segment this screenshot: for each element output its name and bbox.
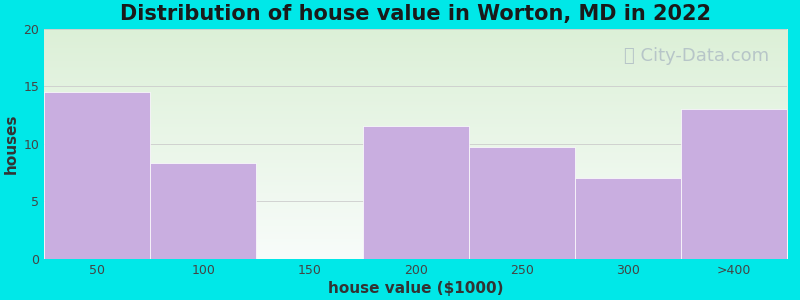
Text: ⓘ City-Data.com: ⓘ City-Data.com (624, 47, 769, 65)
Bar (44, 92, 150, 259)
Bar (575, 178, 681, 259)
Bar (469, 147, 575, 259)
Y-axis label: houses: houses (4, 113, 19, 174)
Bar (150, 163, 256, 259)
Bar (681, 109, 787, 259)
Title: Distribution of house value in Worton, MD in 2022: Distribution of house value in Worton, M… (120, 4, 711, 24)
Bar (362, 126, 469, 259)
X-axis label: house value ($1000): house value ($1000) (328, 281, 503, 296)
